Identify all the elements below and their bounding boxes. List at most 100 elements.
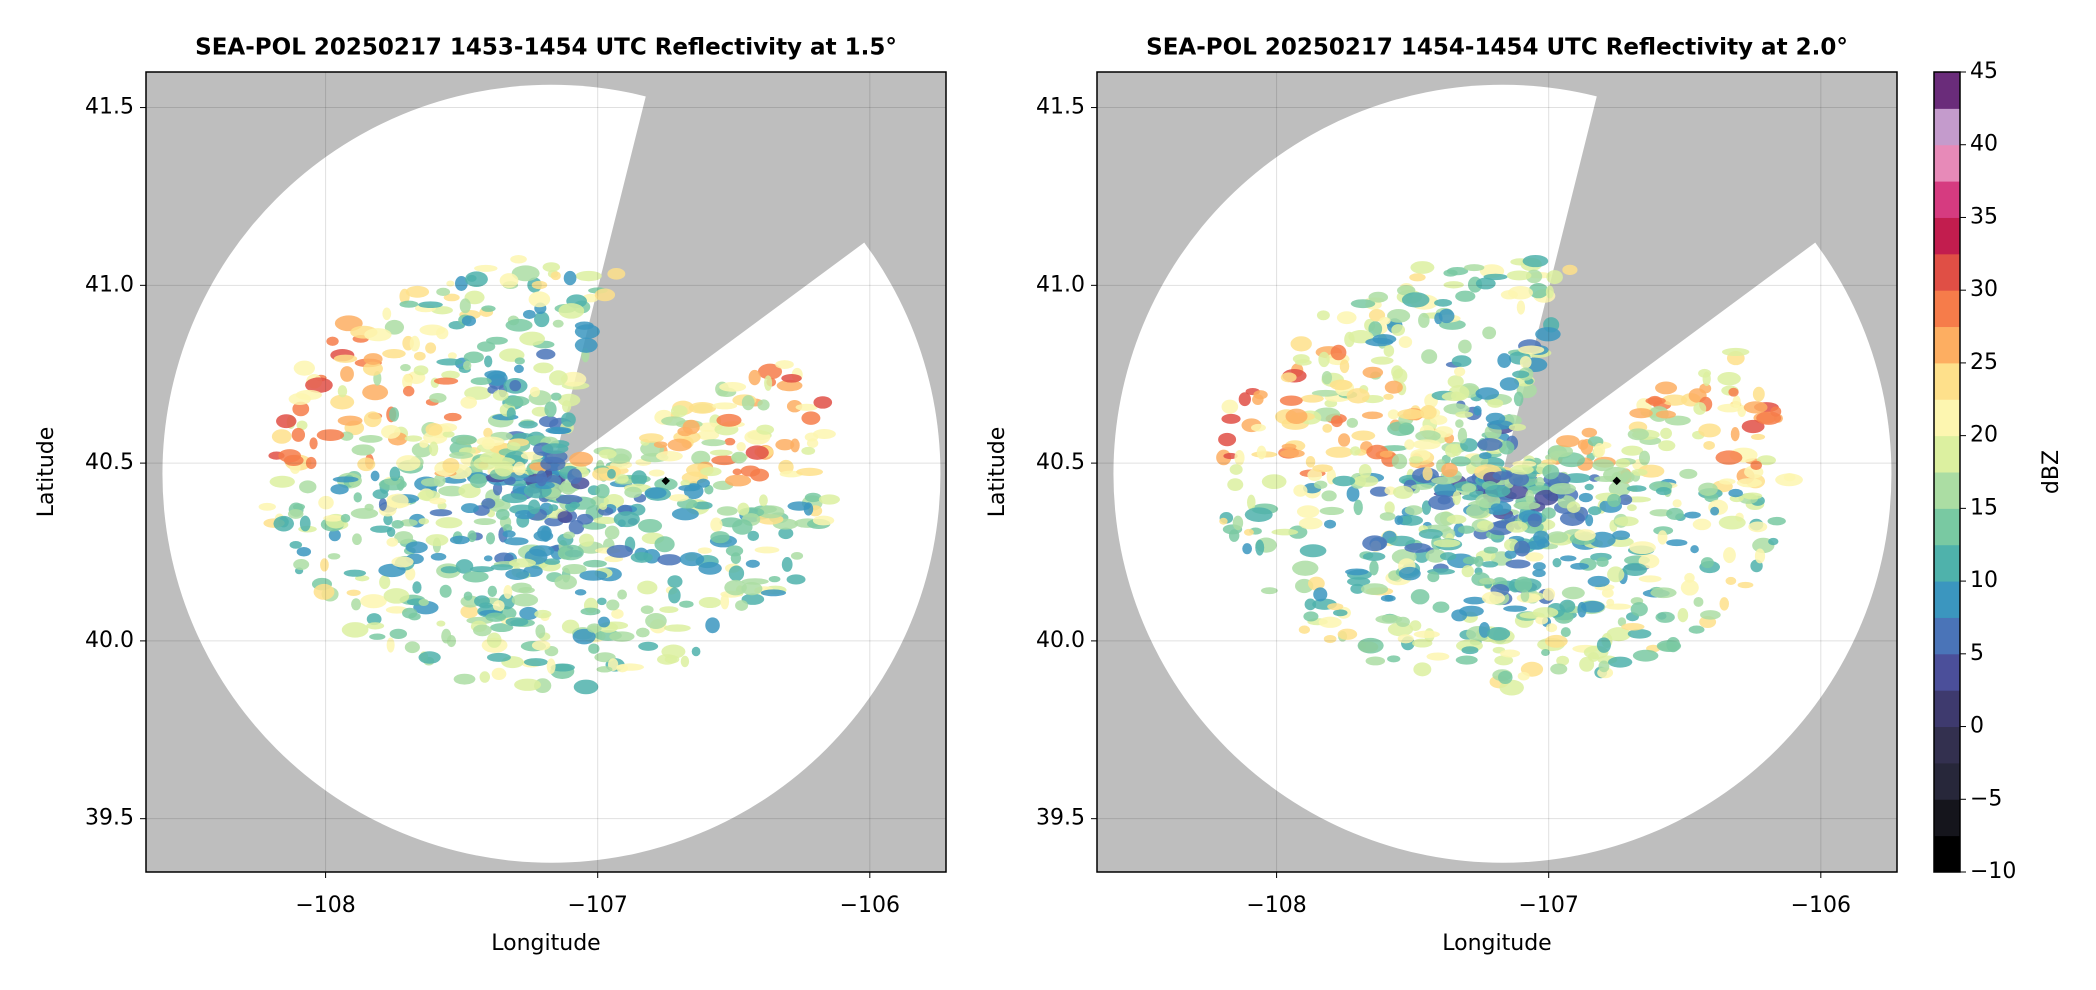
colorbar-bin xyxy=(1934,472,1960,509)
echo xyxy=(412,581,422,594)
echo xyxy=(1562,264,1578,275)
echo xyxy=(1347,577,1371,587)
echo xyxy=(583,559,607,568)
echo xyxy=(1542,587,1556,601)
echo xyxy=(670,405,688,418)
echo xyxy=(1398,336,1413,348)
echo xyxy=(1387,409,1400,420)
echo xyxy=(1253,390,1268,400)
echo xyxy=(1632,649,1659,662)
x-tick-label: −107 xyxy=(1518,893,1578,918)
echo xyxy=(418,598,429,606)
echo xyxy=(430,552,447,561)
echo xyxy=(1631,468,1648,476)
echo xyxy=(486,652,511,662)
echo xyxy=(362,361,383,376)
echo xyxy=(1394,515,1404,526)
x-tick-label: −106 xyxy=(840,893,900,918)
echo xyxy=(1338,433,1351,447)
echo xyxy=(509,379,522,392)
echo xyxy=(323,514,343,522)
echo xyxy=(1608,480,1631,497)
echo xyxy=(313,583,335,600)
echo xyxy=(405,285,430,298)
echo xyxy=(305,377,333,393)
echo xyxy=(781,373,802,383)
colorbar-label: dBZ xyxy=(2039,450,2064,494)
echo xyxy=(563,531,575,539)
echo xyxy=(1627,428,1649,441)
echo xyxy=(1544,634,1568,648)
echo xyxy=(1552,558,1562,568)
echo xyxy=(1518,345,1545,355)
echo xyxy=(1500,290,1518,300)
echo xyxy=(409,335,420,352)
echo xyxy=(463,591,473,601)
echo xyxy=(340,366,354,382)
echo xyxy=(487,456,516,467)
echo xyxy=(747,530,760,541)
echo xyxy=(1545,623,1558,633)
echo xyxy=(1420,405,1437,420)
echo xyxy=(812,515,835,526)
echo xyxy=(1293,484,1308,497)
echo xyxy=(420,477,441,487)
colorbar-bin xyxy=(1934,726,1960,764)
echo xyxy=(351,444,375,456)
plot-area xyxy=(1097,72,1897,872)
echo xyxy=(725,545,744,557)
echo xyxy=(697,547,712,554)
blocked-sector xyxy=(1502,72,1897,474)
echo xyxy=(439,584,452,598)
echo xyxy=(531,280,548,290)
colorbar-tick-label: 10 xyxy=(1970,568,1998,593)
echo xyxy=(1432,601,1450,613)
echo xyxy=(1362,535,1388,552)
echo xyxy=(731,451,747,464)
echo xyxy=(671,507,699,521)
echo xyxy=(413,365,429,376)
echo xyxy=(402,385,415,397)
echo xyxy=(700,466,722,477)
colorbar-tick-label: −5 xyxy=(1970,786,2002,811)
echo xyxy=(1655,487,1672,496)
echo xyxy=(523,658,548,667)
colorbar-tick-label: −10 xyxy=(1970,859,2016,884)
echo xyxy=(549,370,568,386)
echo xyxy=(578,533,595,547)
echo xyxy=(443,412,462,422)
echo xyxy=(720,593,730,610)
echo xyxy=(803,502,814,516)
echo xyxy=(455,276,468,291)
echo xyxy=(418,301,443,309)
echo xyxy=(425,534,449,547)
echo xyxy=(757,399,770,411)
echo xyxy=(1728,387,1739,397)
echo xyxy=(1588,506,1602,516)
echo xyxy=(756,424,775,435)
echo xyxy=(1606,598,1615,607)
echo xyxy=(436,620,446,627)
echo xyxy=(1296,505,1320,518)
echo xyxy=(1285,408,1308,424)
echo xyxy=(562,563,587,575)
echo xyxy=(378,478,407,491)
echo xyxy=(1699,383,1712,394)
echo xyxy=(1638,450,1651,466)
echo xyxy=(679,552,705,567)
echo xyxy=(327,553,341,560)
echo xyxy=(483,427,493,439)
echo xyxy=(400,364,411,372)
echo xyxy=(503,537,529,546)
colorbar-bin xyxy=(1934,762,1960,800)
echo xyxy=(1587,575,1610,588)
echo xyxy=(607,468,616,479)
echo xyxy=(436,287,451,296)
echo xyxy=(462,570,489,583)
echo xyxy=(737,502,750,516)
echo xyxy=(1626,485,1647,492)
echo xyxy=(1596,556,1609,568)
echo xyxy=(1479,577,1496,585)
echo xyxy=(271,429,292,444)
echo xyxy=(467,530,477,543)
